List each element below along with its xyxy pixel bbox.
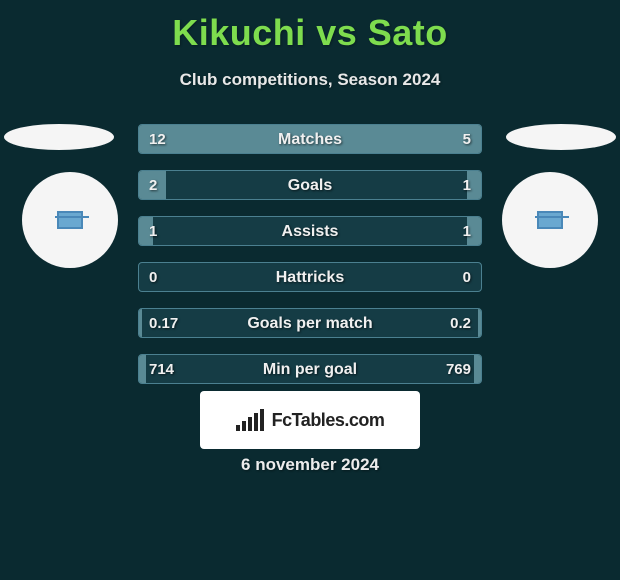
footer-date: 6 november 2024	[0, 455, 620, 475]
stat-label: Min per goal	[139, 355, 481, 384]
avatar-placeholder-icon	[537, 211, 563, 229]
stat-row: 0.170.2Goals per match	[138, 308, 482, 338]
page-title: Kikuchi vs Sato	[0, 0, 620, 54]
stat-label: Assists	[139, 217, 481, 246]
brand-logo-icon	[236, 409, 264, 431]
right-player-flag	[506, 124, 616, 150]
stat-label: Hattricks	[139, 263, 481, 292]
brand-name: FcTables.com	[272, 410, 385, 431]
logo-bar	[260, 409, 264, 431]
stat-row: 00Hattricks	[138, 262, 482, 292]
page-subtitle: Club competitions, Season 2024	[0, 70, 620, 90]
stat-row: 714769Min per goal	[138, 354, 482, 384]
logo-bar	[248, 417, 252, 431]
brand-logo: FcTables.com	[200, 391, 420, 449]
stats-table: 125Matches 21Goals 11Assists 00Hattricks 0.1…	[138, 124, 482, 400]
stat-label: Goals	[139, 171, 481, 200]
right-player-avatar	[502, 172, 598, 268]
avatar-placeholder-icon	[57, 211, 83, 229]
stat-row: 11Assists	[138, 216, 482, 246]
left-player-avatar	[22, 172, 118, 268]
logo-bar	[236, 425, 240, 431]
stat-label: Goals per match	[139, 309, 481, 338]
stat-label: Matches	[139, 125, 481, 154]
stat-row: 21Goals	[138, 170, 482, 200]
logo-bar	[254, 413, 258, 431]
stat-row: 125Matches	[138, 124, 482, 154]
logo-bar	[242, 421, 246, 431]
left-player-flag	[4, 124, 114, 150]
